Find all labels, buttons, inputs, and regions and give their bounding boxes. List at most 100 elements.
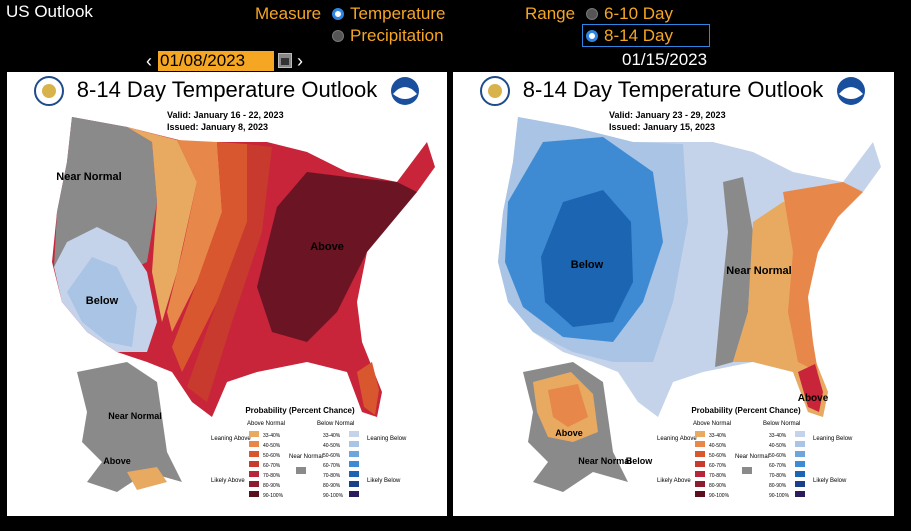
legend-swatch-above — [249, 461, 259, 467]
conus-map — [52, 117, 435, 417]
radio-selected-icon[interactable] — [586, 30, 598, 42]
range-option-label: 6-10 Day — [604, 4, 673, 23]
legend-likely-below: Likely Below — [367, 478, 401, 484]
legend-swatch-above — [249, 451, 259, 457]
region-label: Above — [103, 456, 131, 466]
legend-range-above: 33-40% — [709, 433, 727, 439]
legend-range-below: 70-80% — [323, 473, 341, 479]
region-label: Near Normal — [578, 456, 632, 466]
legend-range-below: 50-60% — [769, 453, 787, 459]
legend-swatch-below — [795, 461, 805, 467]
legend-below-header: Below Normal — [763, 421, 800, 427]
prev-date-button[interactable]: ‹ — [146, 51, 152, 71]
legend-above-header: Above Normal — [247, 421, 285, 427]
legend-swatch-below — [795, 491, 805, 497]
next-date-button[interactable]: › — [297, 51, 303, 71]
region-label: Near Normal — [56, 171, 121, 183]
legend-swatch-above — [695, 491, 705, 497]
legend-swatch-above — [695, 441, 705, 447]
legend-likely-above: Likely Above — [657, 478, 691, 484]
legend-range-below: 60-70% — [323, 463, 341, 469]
legend-swatch-near — [296, 467, 306, 474]
issued-text: Issued: January 15, 2023 — [609, 122, 715, 132]
legend-range-below: 70-80% — [769, 473, 787, 479]
legend-swatch-below — [349, 471, 359, 477]
legend-swatch-above — [695, 451, 705, 457]
legend-range-above: 70-80% — [263, 473, 281, 479]
app-title: US Outlook — [6, 2, 93, 21]
range-option-6-10[interactable]: 6-10 Day — [586, 4, 673, 24]
legend-range-above: 90-100% — [263, 493, 284, 499]
region-label: Above — [555, 428, 583, 438]
region-label: Above — [310, 241, 344, 253]
valid-text: Valid: January 23 - 29, 2023 — [609, 110, 726, 120]
valid-text: Valid: January 16 - 22, 2023 — [167, 110, 284, 120]
noaa-logo-icon — [837, 77, 865, 105]
legend-swatch-below — [349, 461, 359, 467]
legend-swatch-near — [742, 467, 752, 474]
legend-swatch-below — [349, 451, 359, 457]
measure-option-temperature[interactable]: Temperature — [332, 4, 445, 24]
legend-range-above: 33-40% — [263, 433, 281, 439]
legend-swatch-above — [695, 461, 705, 467]
measure-option-precipitation[interactable]: Precipitation — [332, 26, 444, 46]
legend: Probability (Percent Chance) Above Norma… — [211, 406, 407, 499]
noaa-logo-icon — [391, 77, 419, 105]
legend-likely-below: Likely Below — [813, 478, 847, 484]
legend-range-above: 80-90% — [263, 483, 281, 489]
legend-range-above: 50-60% — [709, 453, 727, 459]
legend-swatch-below — [795, 481, 805, 487]
right-outlook-map: 8-14 Day Temperature Outlook Valid: Janu… — [453, 72, 894, 516]
legend-swatch-above — [695, 481, 705, 487]
legend-swatch-above — [695, 431, 705, 437]
legend-swatch-below — [349, 481, 359, 487]
legend-range-below: 40-50% — [323, 443, 341, 449]
radio-selected-icon[interactable] — [332, 8, 344, 20]
legend-swatch-below — [349, 431, 359, 437]
legend-leaning-below: Leaning Below — [813, 436, 853, 442]
legend-swatch-below — [349, 441, 359, 447]
radio-unselected-icon[interactable] — [586, 8, 598, 20]
legend-swatch-above — [249, 481, 259, 487]
left-outlook-map: 8-14 Day Temperature Outlook Valid: Janu… — [7, 72, 447, 516]
issued-text: Issued: January 8, 2023 — [167, 122, 268, 132]
legend-range-below: 60-70% — [769, 463, 787, 469]
legend-range-below: 50-60% — [323, 453, 341, 459]
map-title: 8-14 Day Temperature Outlook — [77, 77, 378, 102]
legend-range-below: 33-40% — [769, 433, 787, 439]
legend-range-above: 90-100% — [709, 493, 730, 499]
conus-map — [498, 117, 881, 417]
legend-range-above: 60-70% — [263, 463, 281, 469]
range-label: Range — [525, 4, 576, 23]
range-option-8-14[interactable]: 8-14 Day — [586, 26, 673, 46]
legend-range-above: 40-50% — [709, 443, 727, 449]
legend-swatch-above — [249, 431, 259, 437]
calendar-icon[interactable] — [278, 53, 292, 68]
map-title: 8-14 Day Temperature Outlook — [523, 77, 824, 102]
legend-title: Probability (Percent Chance) — [691, 406, 801, 415]
legend-swatch-above — [249, 491, 259, 497]
legend-range-above: 40-50% — [263, 443, 281, 449]
legend-range-below: 80-90% — [323, 483, 341, 489]
legend-leaning-above: Leaning Above — [657, 436, 697, 442]
legend-range-below: 33-40% — [323, 433, 341, 439]
legend-below-header: Below Normal — [317, 421, 354, 427]
legend-range-below: 40-50% — [769, 443, 787, 449]
alaska-map — [523, 362, 628, 492]
legend-likely-above: Likely Above — [211, 478, 245, 484]
legend-leaning-above: Leaning Above — [211, 436, 251, 442]
radio-unselected-icon[interactable] — [332, 30, 344, 42]
right-map-svg: 8-14 Day Temperature Outlook Valid: Janu… — [480, 76, 881, 499]
legend-near-normal: Near Normal — [289, 454, 323, 460]
legend-swatch-below — [795, 441, 805, 447]
legend-range-above: 70-80% — [709, 473, 727, 479]
legend-range-above: 60-70% — [709, 463, 727, 469]
region-label: Above — [798, 393, 829, 404]
alaska-map — [77, 362, 182, 492]
legend-swatch-above — [249, 471, 259, 477]
noaa-seal-icon — [480, 76, 510, 106]
date-input[interactable]: 01/08/2023 — [158, 51, 274, 71]
legend-swatch-below — [795, 471, 805, 477]
legend: Probability (Percent Chance) Above Norma… — [657, 406, 853, 499]
legend-title: Probability (Percent Chance) — [245, 406, 355, 415]
